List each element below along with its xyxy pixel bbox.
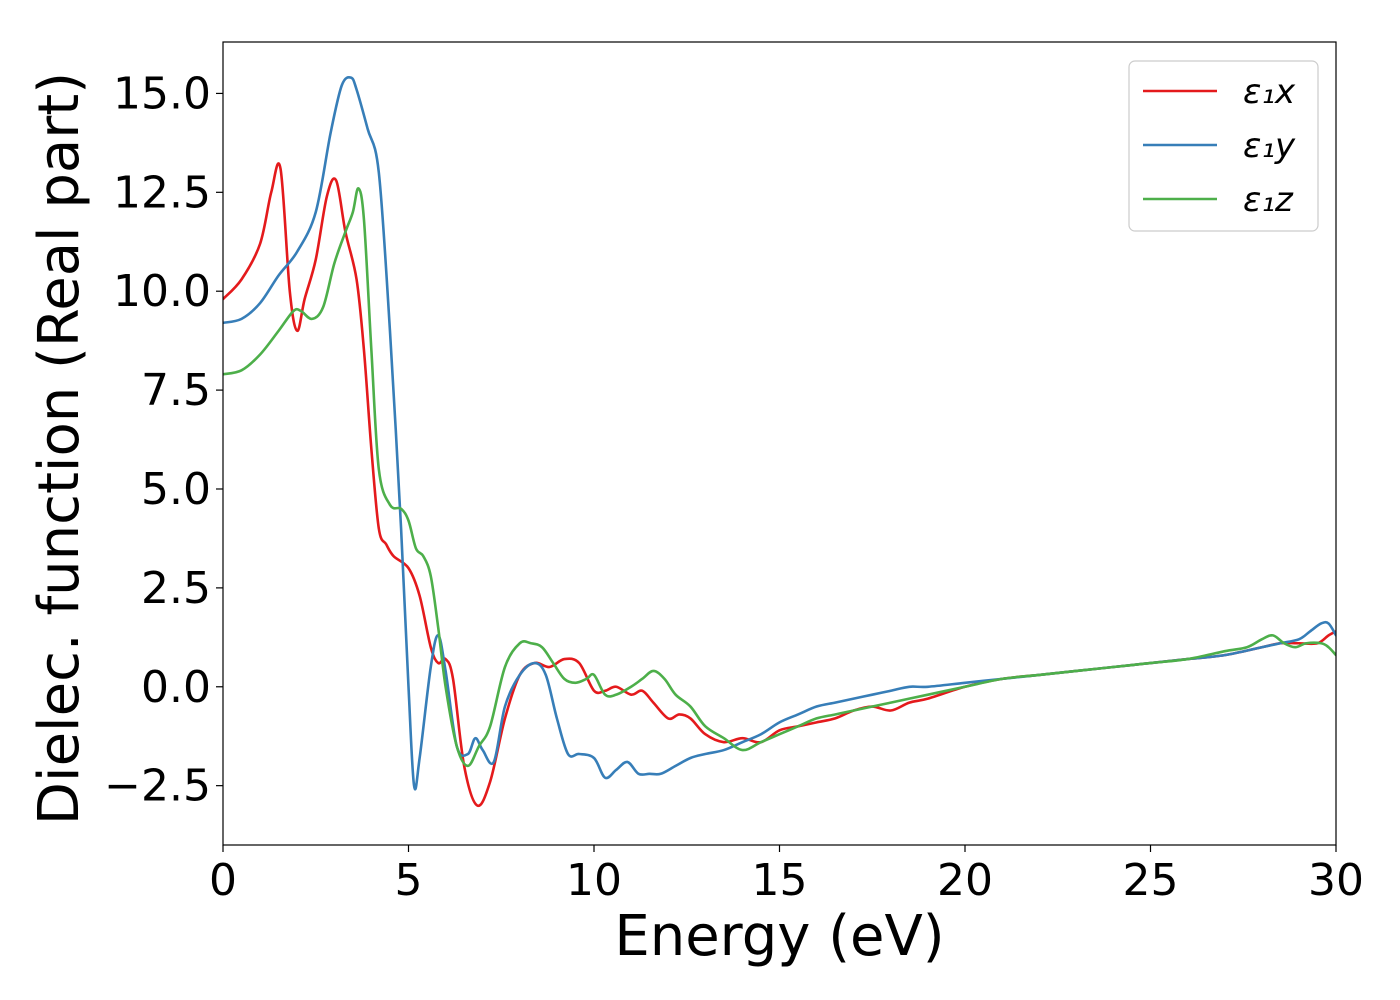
y-tick-label: 0.0 [141, 662, 211, 713]
legend-label: ε₁y [1243, 126, 1296, 166]
x-tick-label: 10 [566, 855, 622, 906]
x-tick-label: 20 [937, 855, 993, 906]
y-axis-title: Dielec. function (Real part) [27, 72, 92, 825]
legend-label: ε₁z [1243, 180, 1294, 220]
x-tick-label: 0 [209, 855, 237, 906]
y-tick-label: 2.5 [141, 563, 211, 614]
plot-lines [223, 75, 1336, 808]
series-line-3 [223, 187, 1336, 768]
x-axis-title: Energy (eV) [614, 904, 944, 969]
y-axis: −2.5 0.0 2.5 5.0 7.5 10.0 12.5 15.0 [104, 68, 223, 812]
x-tick-label: 5 [395, 855, 423, 906]
series-line-1 [223, 162, 1336, 808]
y-tick-label: 12.5 [113, 167, 211, 218]
legend: ε₁x ε₁y ε₁z [1128, 60, 1319, 232]
x-axis: 0 5 10 15 20 25 30 [209, 845, 1364, 906]
x-tick-label: 25 [1123, 855, 1179, 906]
y-tick-label: 7.5 [141, 365, 211, 416]
x-tick-label: 15 [752, 855, 808, 906]
legend-label: ε₁x [1243, 72, 1296, 112]
x-tick-label: 30 [1308, 855, 1364, 906]
legend-box [1128, 60, 1319, 232]
y-tick-label: −2.5 [104, 761, 211, 812]
y-tick-label: 15.0 [113, 68, 211, 119]
y-tick-label: 10.0 [113, 266, 211, 317]
y-tick-label: 5.0 [141, 464, 211, 515]
